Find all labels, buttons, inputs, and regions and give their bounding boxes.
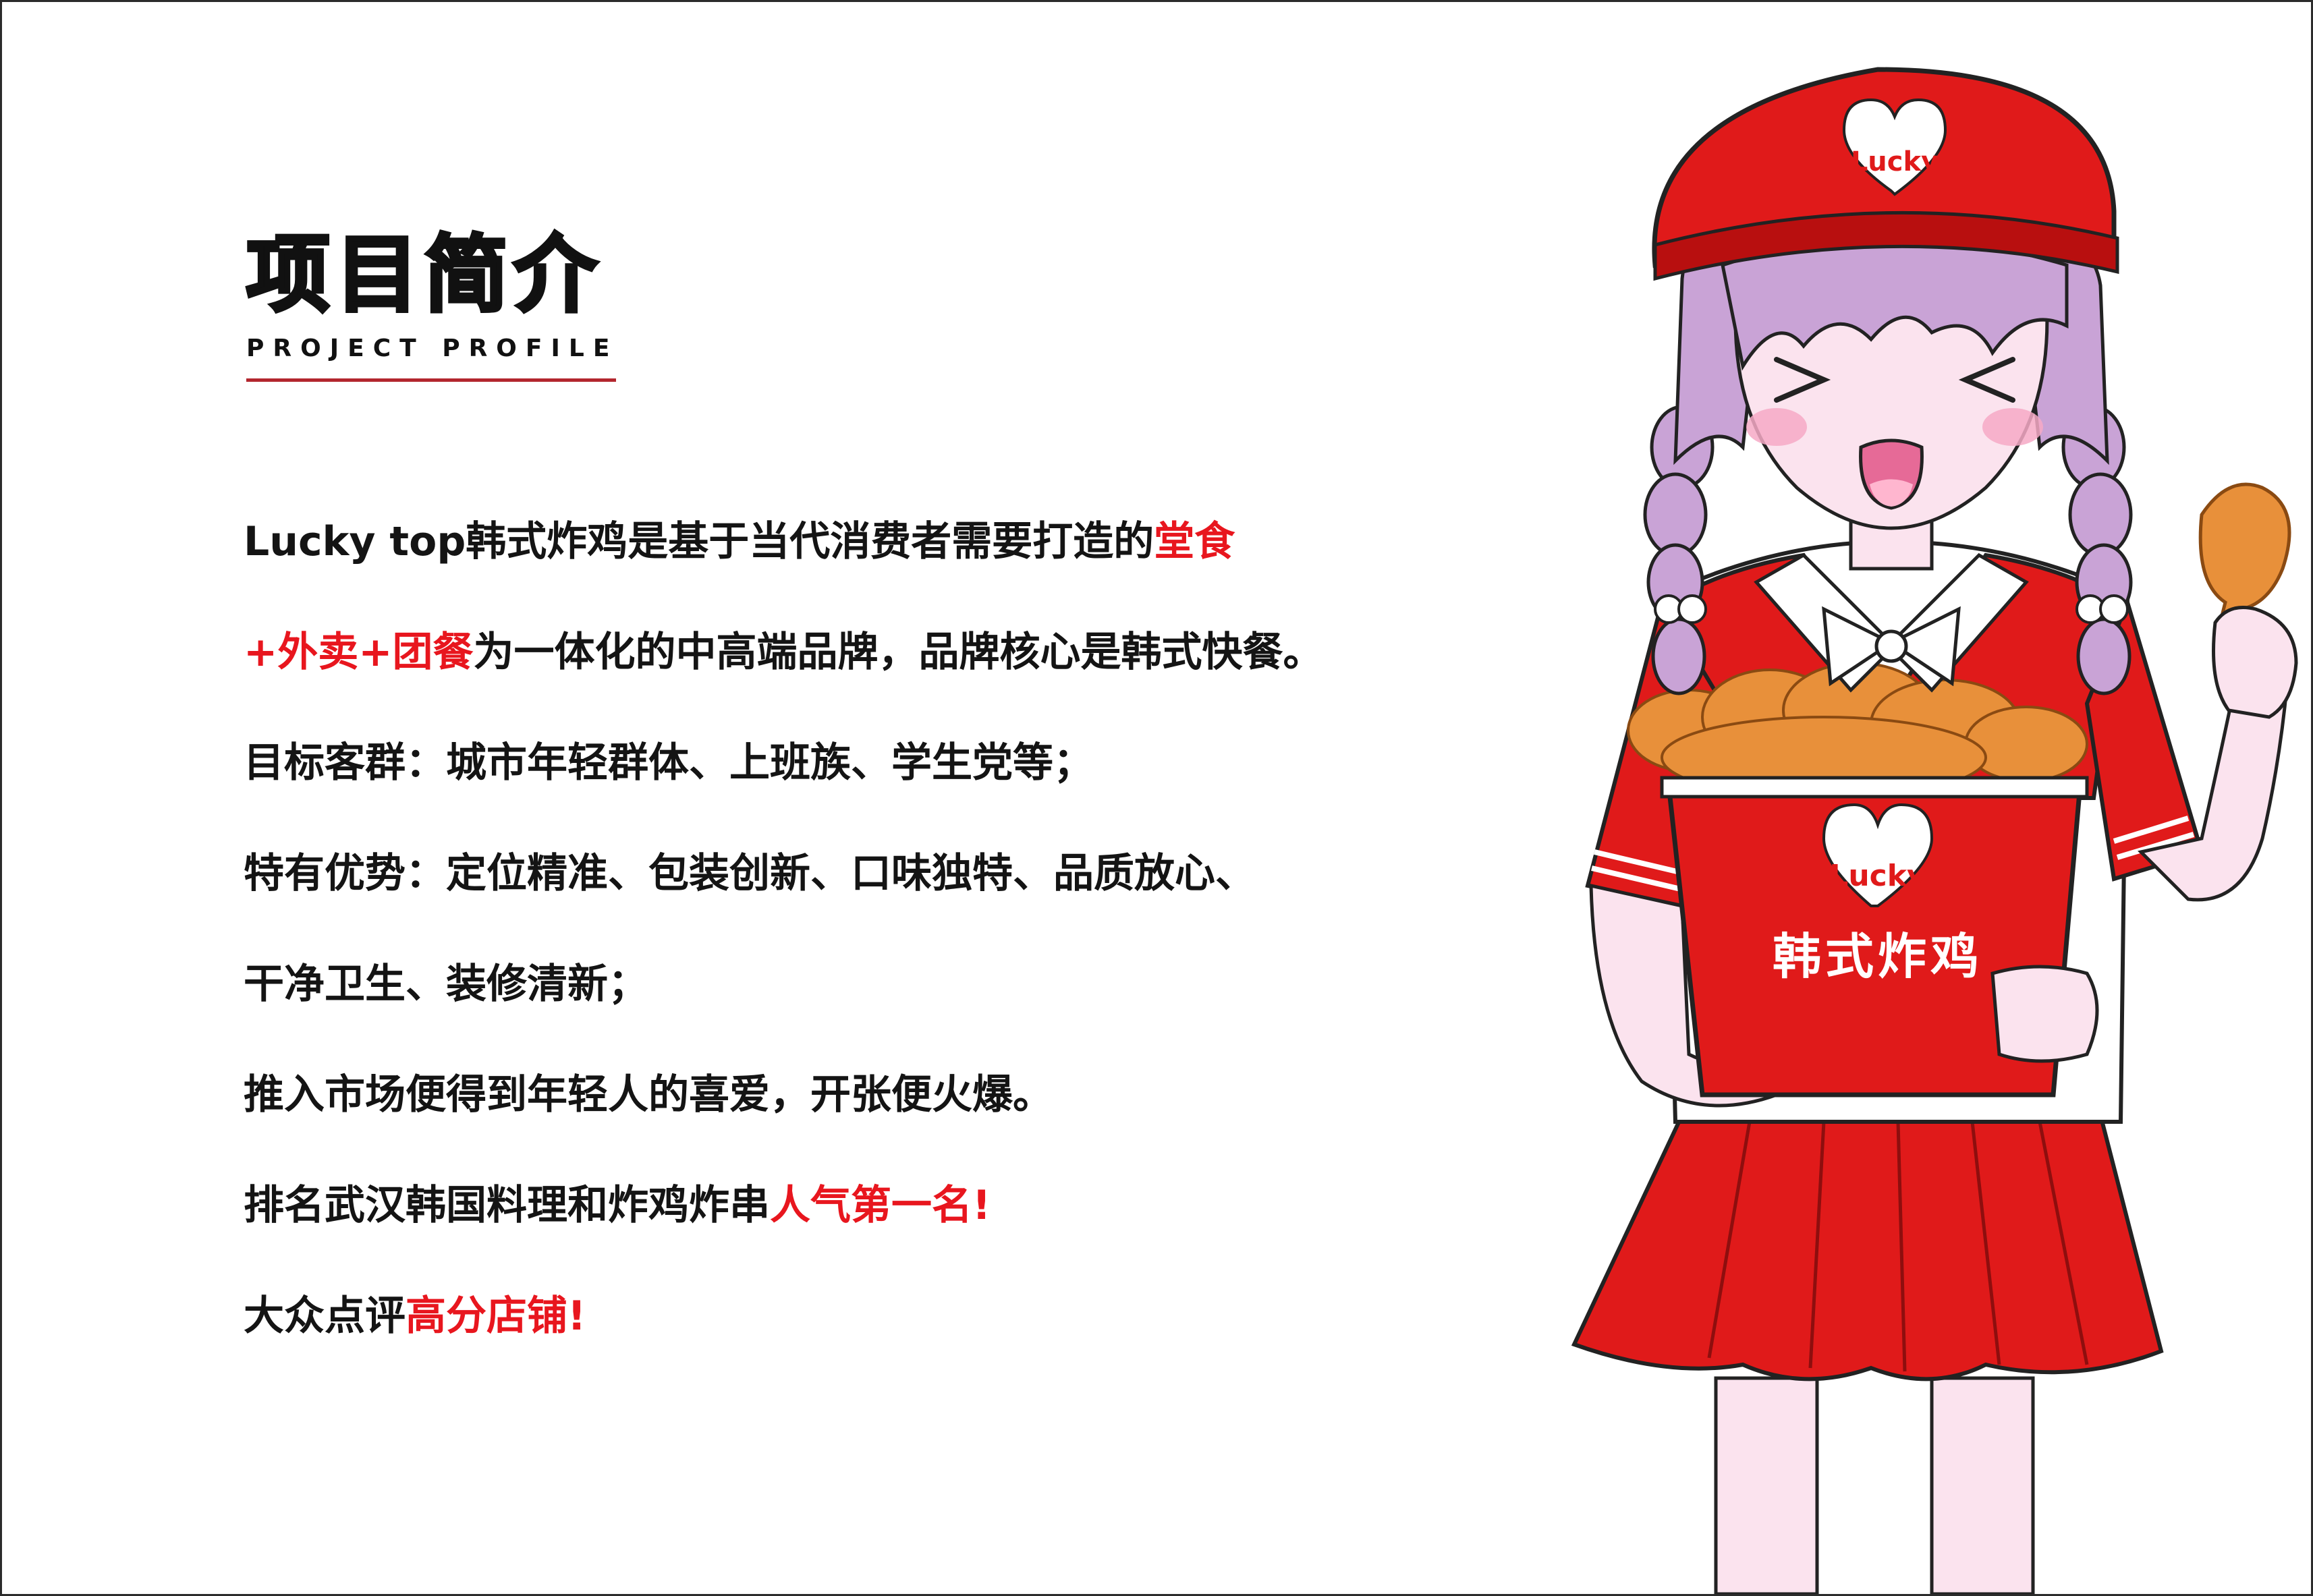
paragraph-line-8: 大众点评高分店铺!: [244, 1289, 1526, 1343]
bucket-label: 韩式炸鸡: [1773, 928, 1983, 985]
highlight-text: 人气第一名!: [770, 1182, 991, 1229]
highlight-text: 堂食: [1154, 518, 1235, 565]
page-subtitle: PROJECT PROFILE: [246, 335, 619, 362]
skirt: [1571, 1113, 2164, 1381]
title-block: 项目简介 PROJECT PROFILE: [245, 225, 624, 382]
highlight-text: 高分店铺!: [406, 1292, 586, 1340]
hat-logo-text: Lucky: [1851, 146, 1939, 177]
paragraph-line-6: 推入市场便得到年轻人的喜爱，开张便火爆。: [244, 1068, 1526, 1122]
paragraph-line-2: +外卖+团餐为一体化的中高端品牌，品牌核心是韩式快餐。: [244, 625, 1526, 679]
bow: [1822, 606, 1961, 687]
line-text: 干净卫生、装修清新；: [244, 961, 648, 1008]
paragraph-line-3: 目标客群：城市年轻群体、上班族、学生党等；: [244, 736, 1526, 790]
legs: [1714, 1376, 2035, 1594]
highlight-text: +外卖+团餐: [244, 629, 474, 676]
paragraph-line-1: Lucky top韩式炸鸡是基于当代消费者需要打造的堂食: [244, 515, 1526, 569]
mascot-illustration: Lucky 韩式炸鸡: [1571, 67, 2298, 1594]
line-text: 排名武汉韩国料理和炸鸡炸串: [244, 1182, 770, 1229]
bucket-logo: Lucky: [1822, 803, 1934, 907]
line-text: 大众点评: [244, 1292, 406, 1340]
tongue: [1870, 479, 1913, 507]
hat-band: [1653, 210, 2119, 281]
paragraph-line-4: 特有优势：定位精准、包装创新、口味独特、品质放心、: [244, 847, 1526, 901]
page-title: 项目简介: [245, 225, 603, 326]
line-text: 为一体化的中高端品牌，品牌核心是韩式快餐。: [473, 629, 1324, 676]
hair-ties: [1654, 594, 2129, 624]
drumstick: [2198, 482, 2291, 652]
skirt-pleats: [1707, 1121, 2089, 1372]
line-text: 特有优势：定位精准、包装创新、口味独特、品质放心、: [244, 850, 1256, 897]
line-text: Lucky top韩式炸鸡是基于当代消费者需要打造的: [244, 518, 1154, 565]
closed-eyes: [1774, 357, 2015, 403]
line-text: 目标客群：城市年轻群体、上班族、学生党等；: [244, 739, 1094, 787]
bucket-logo-text: Lucky: [1829, 859, 1926, 893]
sleeve-stripes: [1591, 816, 2195, 892]
paragraph-line-5: 干净卫生、装修清新；: [244, 957, 1526, 1011]
title-underline: [246, 378, 616, 382]
paragraph-line-7: 排名武汉韩国料理和炸鸡炸串人气第一名!: [244, 1178, 1526, 1232]
line-text: 推入市场便得到年轻人的喜爱，开张便火爆。: [244, 1071, 1053, 1118]
bucket-rim: [1660, 776, 2089, 799]
right-hand: [1990, 965, 2099, 1063]
blush: [1746, 408, 2043, 446]
profile-text-block: Lucky top韩式炸鸡是基于当代消费者需要打造的堂食 +外卖+团餐为一体化的…: [244, 515, 1526, 1400]
hat-logo: Lucky: [1842, 98, 1947, 196]
collar: [1754, 552, 2029, 693]
raised-hand: [2212, 606, 2298, 719]
